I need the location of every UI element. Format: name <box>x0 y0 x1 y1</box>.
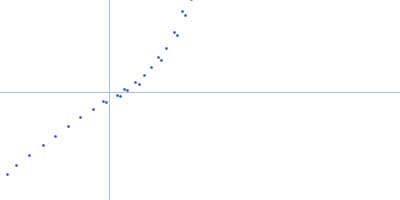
Point <box>179 9 186 12</box>
Point <box>12 164 19 167</box>
Point <box>90 107 96 110</box>
Point <box>124 89 130 92</box>
Point <box>100 99 106 103</box>
Point <box>174 33 180 36</box>
Point <box>40 143 46 146</box>
Point <box>135 82 142 85</box>
Point <box>77 116 84 119</box>
Point <box>162 46 169 49</box>
Point <box>114 93 120 96</box>
Point <box>155 55 162 58</box>
Point <box>158 58 165 61</box>
Point <box>52 134 58 137</box>
Point <box>132 80 139 83</box>
Point <box>121 88 127 91</box>
Point <box>148 66 154 69</box>
Point <box>103 101 110 104</box>
Point <box>171 30 177 33</box>
Point <box>188 0 194 1</box>
Point <box>64 124 71 128</box>
Point <box>116 94 123 97</box>
Point <box>140 73 147 77</box>
Point <box>4 172 10 176</box>
Point <box>26 154 32 157</box>
Point <box>182 14 189 17</box>
